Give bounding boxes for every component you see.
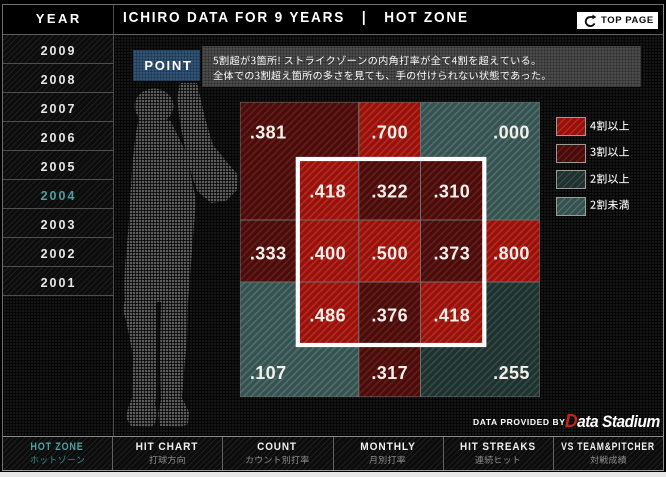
svg-text:.381: .381 [250,122,287,142]
svg-text:.373: .373 [433,243,470,263]
svg-text:.376: .376 [371,305,408,325]
svg-text:.317: .317 [371,363,408,383]
svg-text:.800: .800 [493,243,530,263]
svg-text:.255: .255 [493,363,530,383]
svg-text:.418: .418 [309,181,346,201]
svg-text:.322: .322 [371,181,408,201]
svg-text:.486: .486 [309,305,346,325]
svg-text:.310: .310 [433,181,470,201]
svg-text:.107: .107 [250,363,287,383]
svg-text:.333: .333 [250,243,287,263]
svg-text:.400: .400 [309,243,346,263]
svg-text:.000: .000 [493,122,530,142]
svg-text:.418: .418 [433,305,470,325]
svg-text:.700: .700 [371,122,408,142]
svg-text:.500: .500 [371,243,408,263]
